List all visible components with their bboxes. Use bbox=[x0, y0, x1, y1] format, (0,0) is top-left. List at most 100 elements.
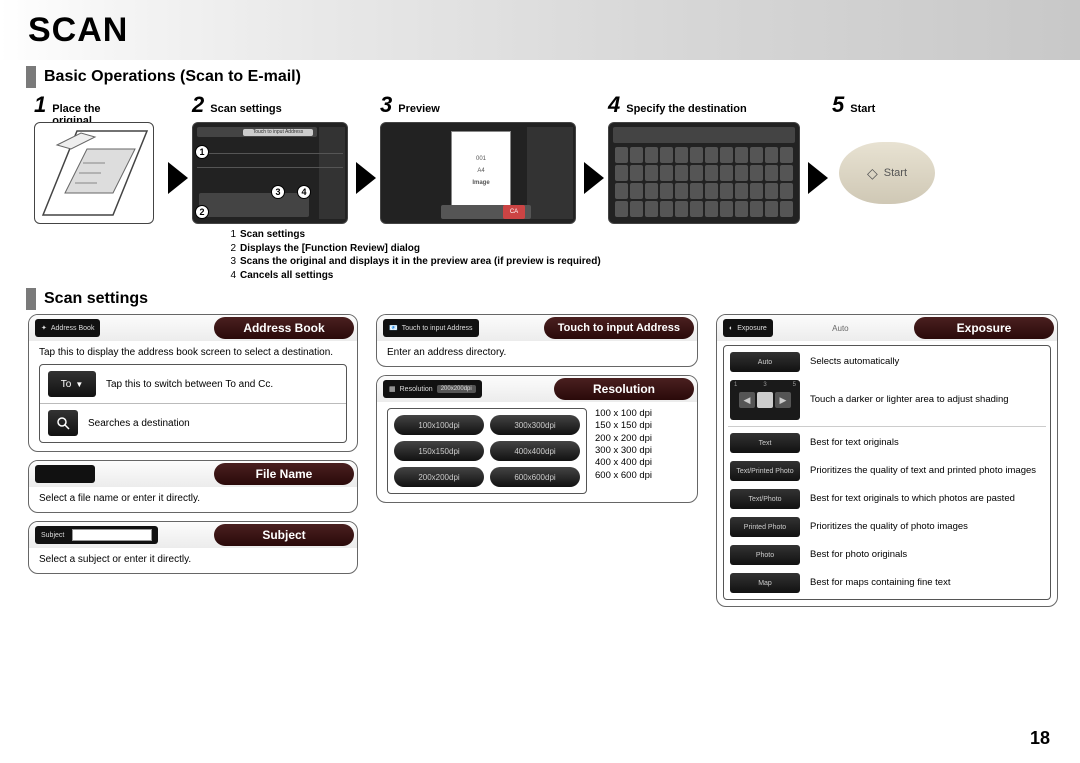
chip-file-name[interactable] bbox=[35, 465, 95, 483]
exp-text-6: Best for photo originals bbox=[810, 549, 1044, 560]
section-scan-settings: Scan settings bbox=[26, 288, 1054, 310]
col-middle: 📧 Touch to input Address Touch to input … bbox=[376, 314, 698, 503]
preview-paper: 001 A4 Image bbox=[451, 131, 511, 211]
section-marker bbox=[26, 66, 36, 88]
resolution-buttons: 100x100dpi 300x300dpi 150x150dpi 400x400… bbox=[387, 408, 587, 494]
exp-btn-photo[interactable]: Photo bbox=[730, 545, 800, 565]
arrow-icon bbox=[584, 162, 604, 194]
touch-address-desc: Enter an address directory. bbox=[387, 347, 687, 358]
keyboard-graphic bbox=[615, 147, 793, 217]
card-exposure: ◐ Exposure Auto Exposure Auto Selects au… bbox=[716, 314, 1058, 607]
step-4-num: 4 bbox=[608, 92, 620, 118]
card-touch-address: 📧 Touch to input Address Touch to input … bbox=[376, 314, 698, 367]
exp-text-5: Prioritizes the quality of photo images bbox=[810, 521, 1044, 532]
res-btn-150[interactable]: 150x150dpi bbox=[394, 441, 484, 461]
card-address-book: ✦ Address Book Address Book Tap this to … bbox=[28, 314, 358, 452]
card-subject: Subject Subject Select a subject or ente… bbox=[28, 521, 358, 574]
exp-btn-tpp[interactable]: Text/Printed Photo bbox=[730, 461, 800, 481]
step-4-text: Specify the destination bbox=[626, 103, 746, 115]
title-resolution: Resolution bbox=[554, 378, 694, 400]
step-1-num: 1 bbox=[34, 92, 46, 118]
step-2-image: Touch to input Address 1 2 3 4 bbox=[192, 122, 348, 224]
exp-text-0: Selects automatically bbox=[810, 356, 1044, 367]
step-4: 4 Specify the destination bbox=[608, 92, 804, 224]
exp-btn-pp[interactable]: Printed Photo bbox=[730, 517, 800, 537]
step-5: 5 Start ◇ Start bbox=[832, 92, 942, 224]
file-name-desc: Select a file name or enter it directly. bbox=[39, 493, 347, 504]
chip-exposure[interactable]: ◐ Exposure bbox=[723, 319, 773, 337]
res-btn-400[interactable]: 400x400dpi bbox=[490, 441, 580, 461]
title-address-book: Address Book bbox=[214, 317, 354, 339]
address-book-desc: Tap this to display the address book scr… bbox=[39, 347, 347, 358]
exposure-auto-head: Auto bbox=[832, 324, 848, 333]
page-title: SCAN bbox=[28, 11, 128, 50]
col-right: ◐ Exposure Auto Exposure Auto Selects au… bbox=[716, 314, 1058, 607]
title-exposure: Exposure bbox=[914, 317, 1054, 339]
step-1: 1 Place the original bbox=[34, 92, 164, 224]
preview-num: 001 bbox=[476, 156, 486, 162]
steps-row: 1 Place the original 2 Scan settings Tou… bbox=[34, 92, 1052, 224]
res-btn-100[interactable]: 100x100dpi bbox=[394, 415, 484, 435]
exp-text-4: Best for text originals to which photos … bbox=[810, 493, 1044, 504]
resolution-list: 100 x 100 dpi 150 x 150 dpi 200 x 200 dp… bbox=[595, 408, 652, 482]
res-btn-300[interactable]: 300x300dpi bbox=[490, 415, 580, 435]
preview-img-label: Image bbox=[472, 180, 489, 186]
page-number: 18 bbox=[1030, 728, 1050, 749]
address-book-row1: Tap this to switch between To and Cc. bbox=[106, 379, 273, 390]
step-2-num: 2 bbox=[192, 92, 204, 118]
callout-3: Scans the original and displays it in th… bbox=[240, 256, 601, 267]
card-resolution: ▦ Resolution 200x200dpi Resolution 100x1… bbox=[376, 375, 698, 503]
arrow-icon bbox=[808, 162, 828, 194]
exp-btn-tp[interactable]: Text/Photo bbox=[730, 489, 800, 509]
exposure-slider[interactable]: 135 ◀ ▶ bbox=[730, 380, 800, 420]
chip-resolution[interactable]: ▦ Resolution 200x200dpi bbox=[383, 380, 482, 398]
exp-text-3: Prioritizes the quality of text and prin… bbox=[810, 465, 1044, 476]
address-book-row2: Searches a destination bbox=[88, 418, 190, 429]
exposure-inner: Auto Selects automatically 135 ◀ ▶ Touch… bbox=[723, 345, 1051, 600]
callout-4: Cancels all settings bbox=[240, 270, 333, 281]
exp-btn-auto[interactable]: Auto bbox=[730, 352, 800, 372]
card-file-name: File Name Select a file name or enter it… bbox=[28, 460, 358, 513]
start-label: Start bbox=[884, 167, 907, 179]
exp-btn-map[interactable]: Map bbox=[730, 573, 800, 593]
start-button-graphic: ◇ Start bbox=[839, 142, 935, 204]
exp-text-2: Best for text originals bbox=[810, 437, 1044, 448]
section-marker bbox=[26, 288, 36, 310]
step-5-text: Start bbox=[850, 103, 875, 115]
exp-text-7: Best for maps containing fine text bbox=[810, 577, 1044, 588]
page-header: SCAN bbox=[0, 0, 1080, 60]
step-3-num: 3 bbox=[380, 92, 392, 118]
step-1-image bbox=[34, 122, 154, 224]
settings-area: ✦ Address Book Address Book Tap this to … bbox=[28, 314, 1060, 607]
callout-1: Scan settings bbox=[240, 229, 305, 240]
preview-size: A4 bbox=[477, 168, 484, 174]
section-title-scan: Scan settings bbox=[44, 290, 148, 308]
step-2-text: Scan settings bbox=[210, 103, 282, 115]
step-callouts: 1Scan settings 2Displays the [Function R… bbox=[224, 228, 1080, 282]
exp-btn-text[interactable]: Text bbox=[730, 433, 800, 453]
section-title-basic: Basic Operations (Scan to E-mail) bbox=[44, 68, 301, 86]
col-left: ✦ Address Book Address Book Tap this to … bbox=[28, 314, 358, 574]
res-btn-600[interactable]: 600x600dpi bbox=[490, 467, 580, 487]
arrow-icon bbox=[356, 162, 376, 194]
chip-subject[interactable]: Subject bbox=[35, 526, 158, 544]
address-book-inner: To ▼ Tap this to switch between To and C… bbox=[39, 364, 347, 443]
subject-desc: Select a subject or enter it directly. bbox=[39, 554, 347, 565]
search-button[interactable] bbox=[48, 410, 78, 436]
step-5-num: 5 bbox=[832, 92, 844, 118]
title-subject: Subject bbox=[214, 524, 354, 546]
callout-2: Displays the [Function Review] dialog bbox=[240, 243, 420, 254]
step-2: 2 Scan settings Touch to input Address 1… bbox=[192, 92, 352, 224]
step-5-image: ◇ Start bbox=[832, 122, 942, 224]
step-3: 3 Preview 001 A4 Image CA bbox=[380, 92, 580, 224]
step-4-image bbox=[608, 122, 800, 224]
to-button[interactable]: To ▼ bbox=[48, 371, 96, 397]
section-basic-ops: Basic Operations (Scan to E-mail) bbox=[26, 66, 1054, 88]
step-3-text: Preview bbox=[398, 103, 440, 115]
exp-text-1: Touch a darker or lighter area to adjust… bbox=[810, 394, 1044, 405]
chip-touch-address[interactable]: 📧 Touch to input Address bbox=[383, 319, 479, 337]
step-3-image: 001 A4 Image CA bbox=[380, 122, 576, 224]
res-btn-200[interactable]: 200x200dpi bbox=[394, 467, 484, 487]
title-touch-address: Touch to input Address bbox=[544, 317, 694, 339]
chip-address-book[interactable]: ✦ Address Book bbox=[35, 319, 100, 337]
